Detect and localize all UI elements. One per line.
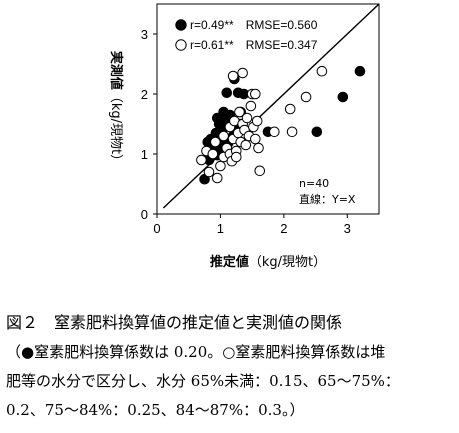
y-tick-label: 1 xyxy=(141,147,148,162)
reference-line-annotation: 直線：Y=X xyxy=(299,192,356,206)
scatter-chart: 0 1 2 3 0 1 2 3 r=0.49** RMSE=0.560 r=0.61** RM… xyxy=(108,3,380,270)
data-point-open xyxy=(269,126,280,138)
data-point-open xyxy=(250,88,261,100)
x-tick-label: 1 xyxy=(217,221,224,236)
data-point-filled xyxy=(354,65,366,77)
data-point-open xyxy=(211,172,223,184)
axis-ticks: 0 1 2 3 0 1 2 3 xyxy=(141,27,351,236)
caption-note-line-3: 0.2、75～84%：0.25、84～87%：0.3。） xyxy=(6,401,305,419)
legend-label-open: r=0.61** RMSE=0.347 xyxy=(190,38,318,52)
data-point-open xyxy=(234,106,245,118)
data-point-open xyxy=(230,151,242,163)
data-point-open xyxy=(251,115,263,127)
data-point-open xyxy=(241,112,253,124)
data-point-open xyxy=(215,160,226,172)
legend-marker-filled xyxy=(175,19,187,31)
data-point-open xyxy=(284,103,296,115)
x-axis-title: 推定値（kg/現物t） xyxy=(210,254,326,270)
data-point-open xyxy=(300,91,312,103)
reference-line xyxy=(162,3,380,209)
data-point-open xyxy=(218,130,229,142)
data-point-open xyxy=(253,142,264,154)
legend-label-filled: r=0.49** RMSE=0.560 xyxy=(190,18,318,32)
data-point-open xyxy=(240,139,252,151)
figure-caption: 図２ 窒素肥料換算値の推定値と実測値の関係 （●窒素肥料換算係数は 0.20。○… xyxy=(6,312,456,425)
data-point-filled xyxy=(311,126,323,138)
legend-marker-open xyxy=(175,39,187,51)
sample-size-annotation: n=40 xyxy=(299,177,329,190)
caption-note-line-1: （●窒素肥料換算係数は 0.20。○窒素肥料換算係数は堆 xyxy=(6,343,386,361)
data-point-open xyxy=(203,166,215,178)
y-tick-label: 2 xyxy=(141,87,148,102)
data-point-open xyxy=(196,154,207,166)
plot-frame xyxy=(156,3,380,215)
data-point-open xyxy=(316,65,328,77)
caption-title: 図２ 窒素肥料換算値の推定値と実測値の関係 xyxy=(6,313,343,332)
x-tick-label: 3 xyxy=(344,221,351,236)
data-points xyxy=(196,65,366,185)
y-tick-label: 3 xyxy=(141,27,148,42)
data-point-open xyxy=(286,126,298,138)
data-point-open xyxy=(227,70,239,82)
data-point-open xyxy=(254,165,266,177)
y-axis-title: 実測値（kg/現物t） xyxy=(108,51,124,167)
caption-note-line-2: 肥等の水分で区分し、水分 65%未満：0.15、65～75%： xyxy=(6,372,400,390)
x-tick-label: 2 xyxy=(280,221,287,236)
data-point-open xyxy=(245,100,257,112)
data-point-filled xyxy=(221,87,233,99)
data-point-open xyxy=(210,136,221,148)
y-tick-label: 0 xyxy=(141,207,148,222)
data-point-filled xyxy=(337,91,349,103)
data-point-open xyxy=(207,148,219,160)
x-tick-label: 0 xyxy=(153,221,160,236)
caption-note: （●窒素肥料換算係数は 0.20。○窒素肥料換算係数は堆 肥等の水分で区分し、水… xyxy=(6,338,456,425)
data-point-open xyxy=(237,67,248,79)
data-point-open xyxy=(250,133,261,145)
